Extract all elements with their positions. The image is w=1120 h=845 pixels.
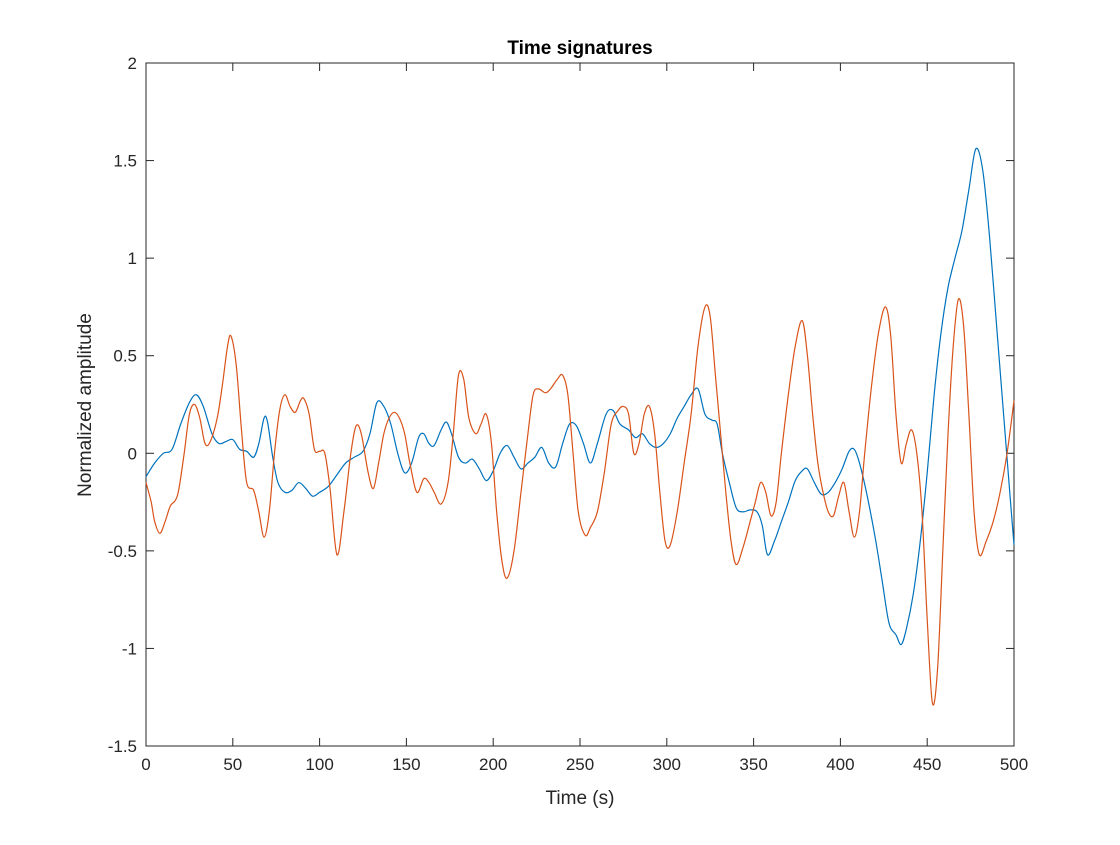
y-tick-label: -1.5 [108, 737, 137, 756]
y-tick-label: 2 [128, 54, 137, 73]
y-tick-label: -0.5 [108, 542, 137, 561]
x-tick-label: 0 [141, 755, 150, 774]
x-tick-label: 100 [305, 755, 333, 774]
series-layer [145, 147, 1015, 706]
x-tick-label: 150 [392, 755, 420, 774]
x-tick-label: 300 [653, 755, 681, 774]
series-line-2 [145, 297, 1015, 706]
x-tick-label: 400 [826, 755, 854, 774]
y-tick-label: 1 [128, 249, 137, 268]
y-tick-label: -1 [122, 639, 137, 658]
x-tick-label: 350 [739, 755, 767, 774]
axes: 0 50 100 150 200 250 300 350 400 450 500 -1.5 -1 -0.5… [108, 54, 1028, 774]
x-tick-label: 50 [223, 755, 242, 774]
x-tick-label: 200 [479, 755, 507, 774]
x-tick-label: 250 [566, 755, 594, 774]
y-tick-label: 0 [128, 444, 137, 463]
y-axis-label: Normalized amplitude [75, 313, 96, 497]
x-tick-label: 450 [913, 755, 941, 774]
series-line-1 [145, 147, 1015, 646]
y-tick-label: 1.5 [113, 152, 137, 171]
chart-title: Time signatures [507, 38, 652, 59]
y-tick-label: 0.5 [113, 347, 137, 366]
x-tick-label: 500 [1000, 755, 1028, 774]
x-axis-label: Time (s) [546, 788, 615, 809]
